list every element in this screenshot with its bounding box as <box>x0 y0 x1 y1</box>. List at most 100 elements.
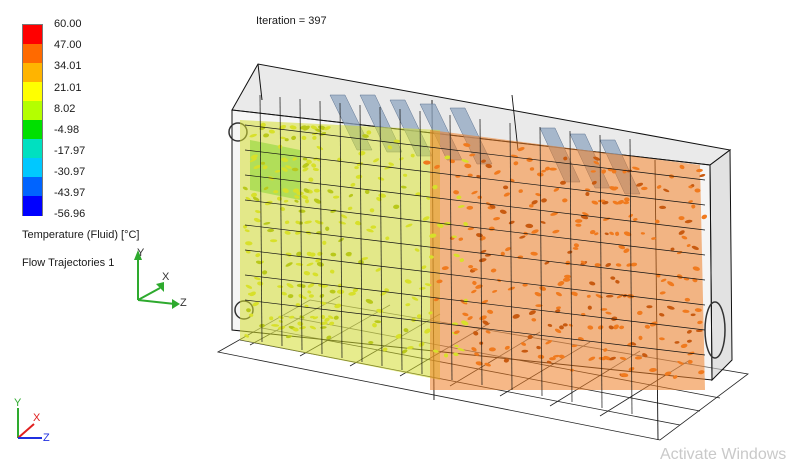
legend-tick-0: 60.00 <box>54 18 82 30</box>
trajectory-particle <box>243 224 248 229</box>
trajectory-particle <box>557 281 565 286</box>
trajectory-particle <box>688 200 693 204</box>
trajectory-particle <box>471 190 478 195</box>
trajectory-particle <box>458 237 464 241</box>
trajectory-particle <box>304 199 310 204</box>
trajectory-particle <box>680 343 688 349</box>
trajectory-particle <box>301 195 309 200</box>
trajectory-particle <box>336 289 345 295</box>
trajectory-particle <box>289 125 297 130</box>
legend-tick-1: 47.00 <box>54 39 82 51</box>
trajectory-particle <box>324 126 331 131</box>
trajectory-particle <box>299 326 306 330</box>
trajectory-particle <box>252 196 260 202</box>
trajectory-particle <box>463 143 471 147</box>
trajectory-particle <box>303 125 310 131</box>
legend-title: Temperature (Fluid) [°C] <box>22 229 140 241</box>
trajectory-particle <box>365 298 374 304</box>
trajectory-particle <box>374 320 382 324</box>
trajectory-particle <box>646 305 653 309</box>
ref-axis-label-x: X <box>33 412 41 424</box>
trajectory-particle <box>295 303 301 307</box>
trajectory-particle <box>348 193 354 198</box>
legend-color-segment <box>23 196 42 216</box>
trajectory-particle <box>556 306 561 310</box>
legend-color-segment <box>23 63 42 83</box>
trajectory-particle <box>411 296 419 301</box>
trajectory-particle <box>541 169 546 173</box>
trajectory-particle <box>393 204 400 210</box>
trajectory-particle <box>480 249 487 254</box>
trajectory-particle <box>544 261 550 265</box>
trajectory-particle <box>549 357 556 361</box>
trajectory-particle <box>281 291 287 296</box>
trajectory-particle <box>319 293 325 298</box>
trajectory-particle <box>444 155 451 160</box>
trajectory-particle <box>245 196 251 201</box>
trajectory-particle <box>286 283 294 289</box>
trajectory-particle <box>245 250 251 254</box>
trajectory-particle <box>504 345 510 350</box>
ref-axis-label-z: Z <box>43 432 50 444</box>
trajectory-particle <box>302 162 310 168</box>
trajectory-particle <box>310 125 318 130</box>
trajectory-particle <box>472 281 477 285</box>
trajectory-particle <box>296 191 304 196</box>
trajectory-particle <box>623 248 630 253</box>
trajectory-particle <box>634 356 643 360</box>
trajectory-particle <box>695 329 703 333</box>
trajectory-particle <box>492 289 498 293</box>
activate-windows-watermark: Activate Windows <box>660 446 787 463</box>
trajectory-particle <box>327 189 334 194</box>
trajectory-particle <box>284 138 289 142</box>
trajectory-particle <box>246 308 251 313</box>
trajectory-particle <box>630 262 638 267</box>
trajectory-particle <box>587 325 594 330</box>
reference-triad[interactable]: Y X Z <box>14 397 50 444</box>
trajectory-particle <box>560 180 566 185</box>
trajectory-particle <box>656 185 662 189</box>
trajectory-particle <box>570 291 578 296</box>
trajectory-particle <box>618 244 626 250</box>
trajectory-particle <box>550 212 558 216</box>
trajectory-particle <box>611 316 618 321</box>
trajectory-particle <box>249 157 257 163</box>
trajectory-particle <box>503 185 509 190</box>
trajectory-particle <box>471 289 477 294</box>
trajectory-particle <box>512 314 520 319</box>
trajectory-particle <box>285 165 292 169</box>
legend-color-segment <box>23 177 42 197</box>
trajectory-particle <box>296 251 302 257</box>
trajectory-particle <box>636 182 644 187</box>
trajectory-particle <box>641 186 648 191</box>
ref-axis-label-y: Y <box>14 397 22 409</box>
trajectory-particle <box>701 214 708 220</box>
trajectory-particle <box>468 265 474 269</box>
trajectory-particle <box>378 193 387 198</box>
trajectory-particle <box>281 158 289 162</box>
trajectory-particle <box>554 328 562 334</box>
mesh-grid <box>244 94 706 415</box>
trajectory-particle <box>416 314 422 319</box>
trajectory-particle <box>338 221 347 225</box>
trajectory-particle <box>433 297 439 302</box>
trajectory-particle <box>696 168 703 173</box>
trajectory-particle <box>589 281 596 286</box>
trajectory-particle <box>612 186 619 190</box>
trajectory-particle <box>530 251 538 256</box>
trajectory-particle <box>304 220 312 224</box>
trajectory-particle <box>307 290 312 294</box>
trajectory-particle <box>454 344 459 348</box>
trajectory-particle <box>694 188 701 193</box>
trajectory-particle <box>325 226 330 231</box>
trajectory-particle <box>370 225 377 229</box>
trajectory-particle <box>282 188 289 193</box>
trajectory-particle <box>610 276 616 280</box>
trajectory-particle <box>509 178 515 183</box>
trajectory-particle <box>608 325 614 330</box>
trajectory-particle <box>298 209 306 213</box>
trajectory-particle <box>467 227 474 231</box>
trajectory-particle <box>494 170 501 175</box>
trajectory-particle <box>329 321 335 326</box>
